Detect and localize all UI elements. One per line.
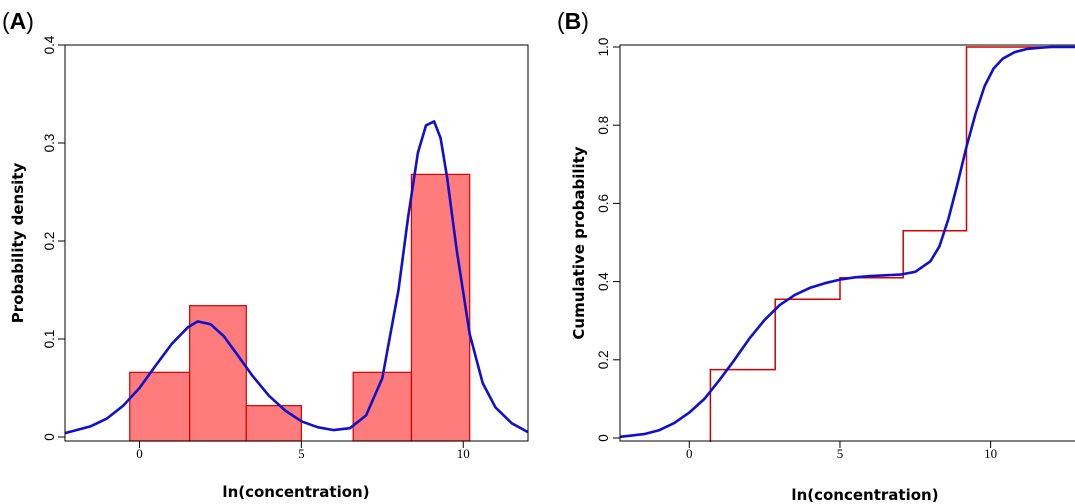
- panel-a-y-title: Probability density: [9, 163, 27, 324]
- panel-b-y-tick-label-0: 0: [596, 434, 611, 442]
- panel-b-x-axis: 0 5 10: [686, 441, 997, 461]
- panel-a-x-tick-label-1: 5: [298, 446, 305, 461]
- panel-b-cdf-curve: [619, 45, 1075, 439]
- panel-b-label: (B): [557, 8, 589, 34]
- panel-a-y-tick-label-0: 0: [42, 433, 57, 441]
- panel-a-x-axis: 0 5 10: [136, 441, 470, 461]
- panel-a-y-tick-label-1: 0.1: [42, 330, 57, 349]
- panel-a-y-tick-label-3: 0.3: [42, 134, 57, 153]
- panel-b-y-tick-label-1: 0.2: [596, 350, 611, 369]
- panel-b-x-title: ln(concentration): [791, 486, 938, 504]
- panel-b-y-title: Cumulative probability: [570, 146, 588, 339]
- panel-a-y-tick-label-2: 0.2: [42, 232, 57, 251]
- panel-a-histogram: [129, 173, 471, 442]
- panel-a-y-axis: 0 0.1 0.2 0.3 0.4: [42, 35, 65, 441]
- panel-b-x-tick-label-0: 0: [686, 446, 693, 461]
- panel-a-x-tick-label-2: 10: [457, 446, 470, 461]
- panel-b-plot-frame: [619, 44, 1075, 442]
- panel-b-x-tick-label-1: 5: [837, 446, 844, 461]
- panel-b-ecdf-step: [709, 46, 1075, 442]
- histogram-bar-5: [410, 173, 471, 442]
- panel-a-y-tick-label-4: 0.4: [42, 35, 57, 54]
- panel-b: (B) 0 5 10 0 0.2 0.4 0.6 0.8 1.0 ln(concentrati…: [557, 8, 1075, 504]
- panel-b-y-tick-label-4: 0.8: [596, 116, 611, 135]
- panel-a-density-curve: [64, 120, 529, 435]
- panel-a-plot-frame: [64, 44, 529, 442]
- panel-a: (A) 0 5 10 0 0.1 0.2 0.3 0.4 ln(concentration)…: [2, 8, 529, 501]
- panel-a-x-tick-label-0: 0: [136, 446, 143, 461]
- panel-b-y-tick-label-2: 0.4: [596, 272, 611, 291]
- panel-a-x-title: ln(concentration): [222, 483, 369, 501]
- histogram-bar-4: [352, 371, 413, 442]
- panel-b-y-tick-label-5: 1.0: [596, 38, 611, 57]
- panel-a-label: (A): [2, 8, 34, 34]
- panel-b-y-tick-label-3: 0.6: [596, 194, 611, 213]
- panel-b-x-tick-label-2: 10: [984, 446, 997, 461]
- histogram-bar-2: [245, 405, 302, 442]
- panel-b-y-axis: 0 0.2 0.4 0.6 0.8 1.0: [596, 38, 620, 442]
- histogram-bar-1: [189, 305, 247, 442]
- histogram-bar-0: [129, 371, 191, 442]
